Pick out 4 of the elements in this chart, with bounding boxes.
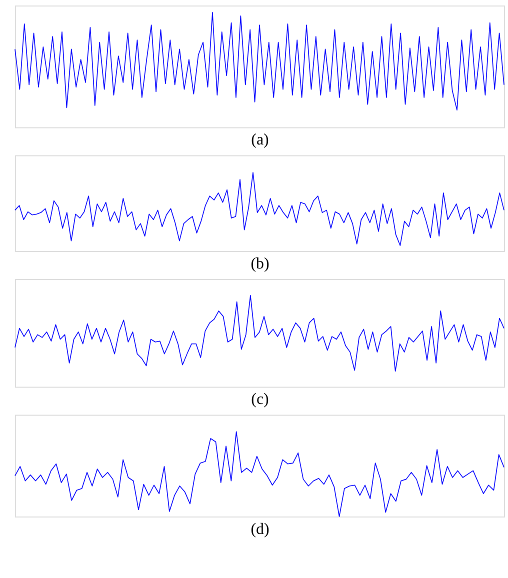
x-axis-title: (c) [251,391,269,408]
x-axis-title: (d) [250,520,270,538]
x-axis-title: (b) [250,256,270,273]
x-axis-title: (a) [251,132,269,149]
